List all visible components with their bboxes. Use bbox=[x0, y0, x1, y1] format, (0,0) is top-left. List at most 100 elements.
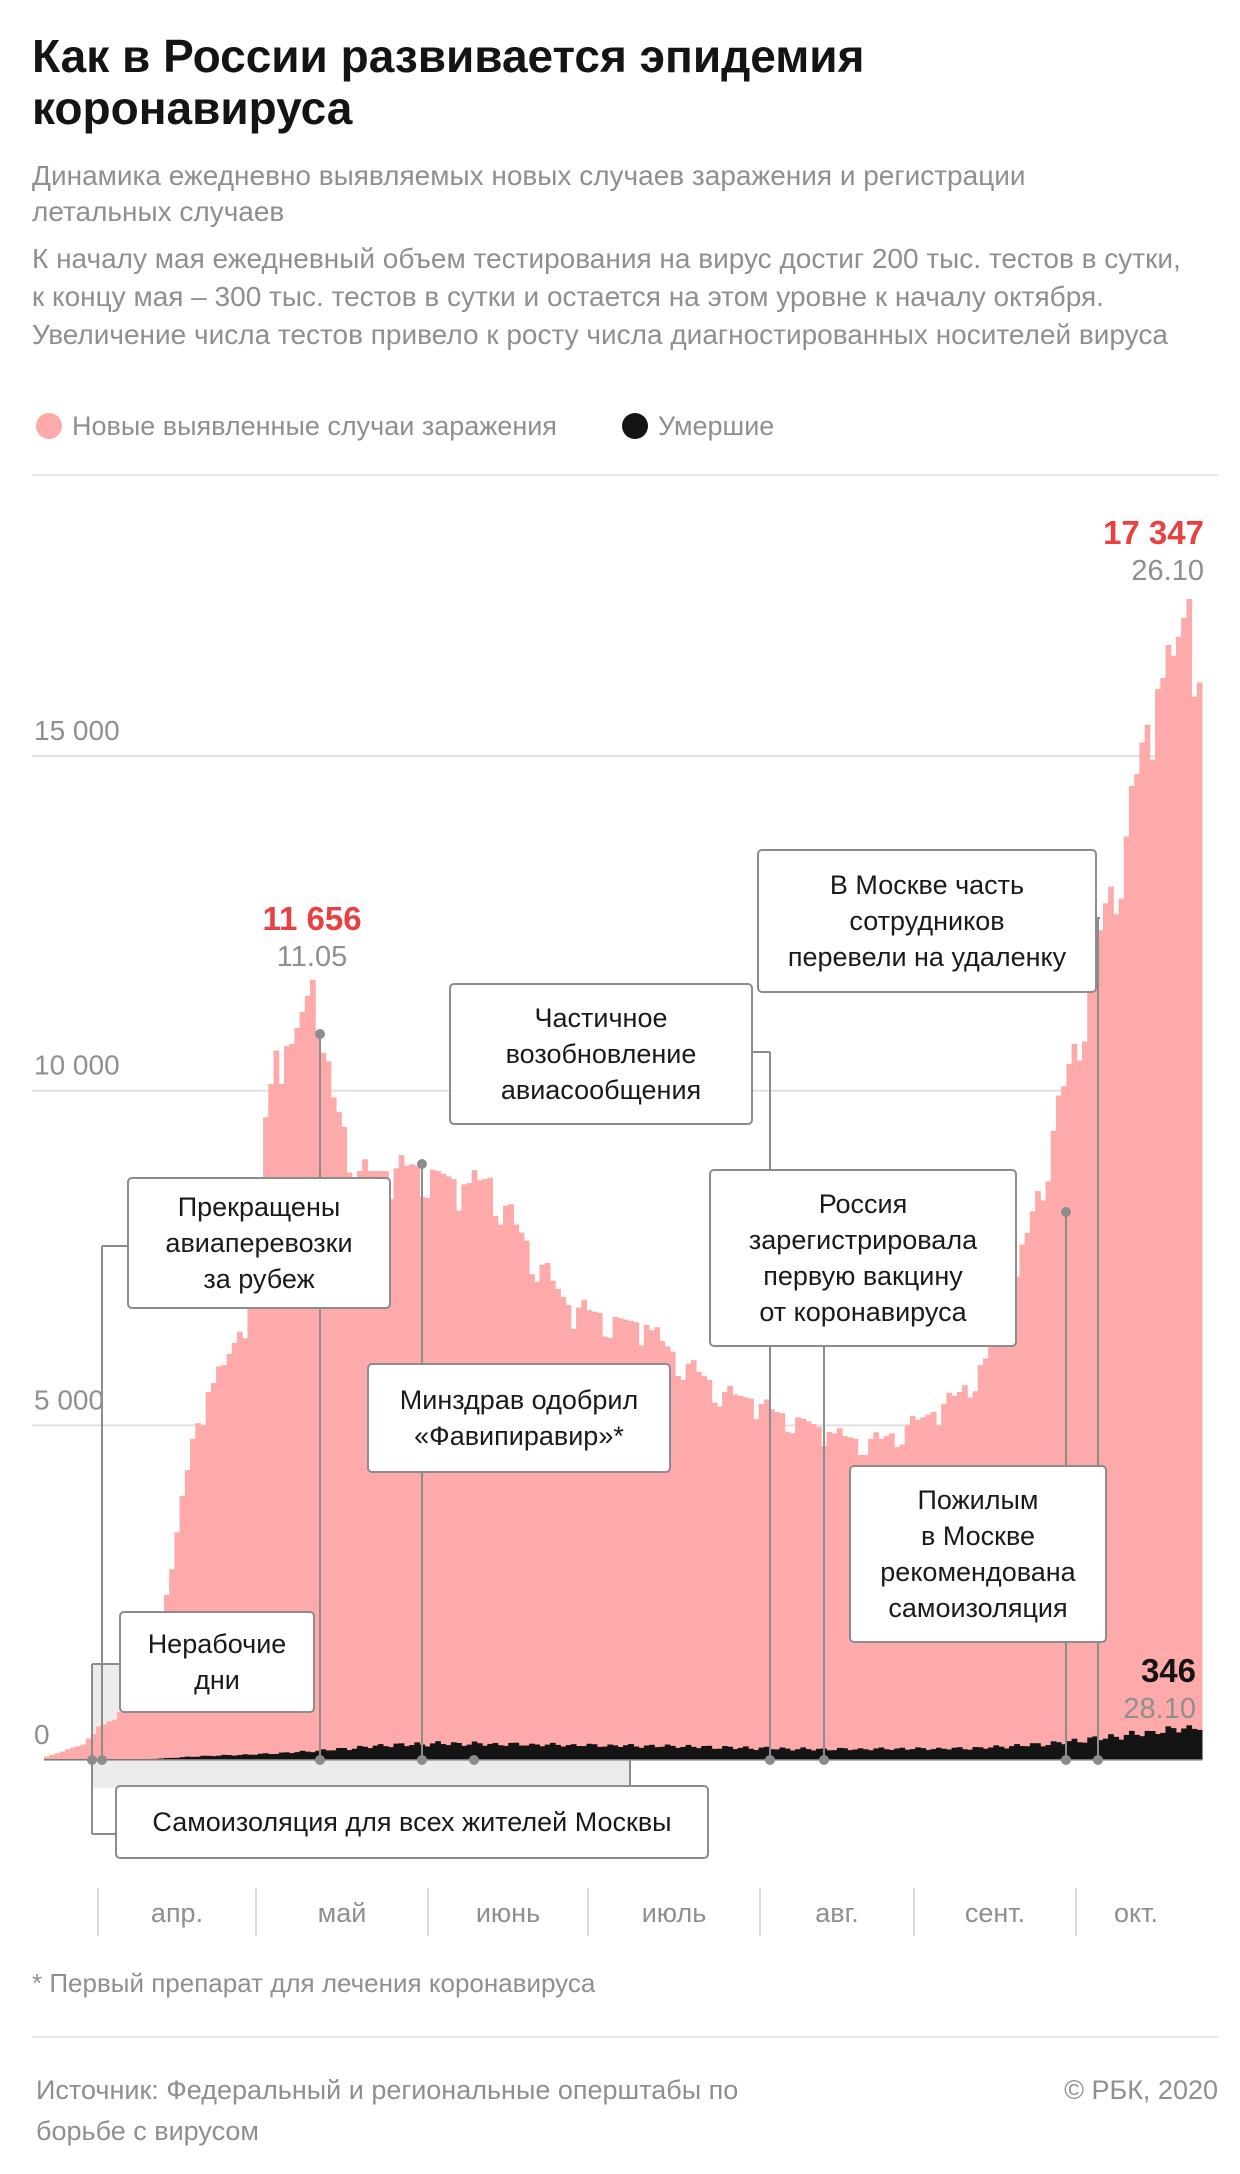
y-tick-label: 15 000 bbox=[34, 715, 120, 746]
deaths-bar bbox=[570, 1744, 577, 1760]
deaths-bar bbox=[581, 1746, 587, 1760]
deaths-bar bbox=[356, 1745, 363, 1760]
deaths-bar bbox=[377, 1744, 384, 1760]
deaths-bar bbox=[440, 1744, 447, 1760]
annotation-text: дни bbox=[194, 1665, 240, 1695]
annotation-text: Россия bbox=[819, 1189, 908, 1219]
cases-bar bbox=[1097, 930, 1104, 1760]
deaths-bar bbox=[862, 1749, 869, 1760]
deaths-bar bbox=[789, 1750, 796, 1760]
deaths-bar bbox=[878, 1747, 885, 1760]
deaths-bar bbox=[372, 1745, 379, 1760]
deaths-bar bbox=[753, 1749, 760, 1760]
deaths-bar bbox=[544, 1744, 551, 1760]
annotation-text: Пожилым bbox=[918, 1485, 1039, 1515]
cases-bar bbox=[1165, 644, 1172, 1761]
deaths-bar bbox=[330, 1750, 337, 1760]
deaths-bar bbox=[430, 1743, 436, 1760]
cases-bar bbox=[289, 1043, 295, 1760]
deaths-bar bbox=[857, 1748, 864, 1760]
deaths-bar bbox=[591, 1744, 598, 1760]
cases-bar bbox=[680, 1379, 687, 1760]
cases-bar bbox=[523, 1240, 530, 1760]
deaths-bar bbox=[946, 1749, 953, 1760]
deaths-bar bbox=[836, 1747, 843, 1760]
deaths-bar bbox=[1175, 1732, 1182, 1760]
deaths-bar bbox=[956, 1747, 963, 1760]
cases-bar bbox=[1061, 1086, 1067, 1760]
cases-bar bbox=[122, 1704, 128, 1760]
deaths-bar bbox=[237, 1755, 243, 1760]
cases-bar bbox=[633, 1322, 640, 1760]
deaths-bar bbox=[941, 1748, 947, 1760]
cases-bar bbox=[226, 1353, 233, 1760]
cases-bar bbox=[132, 1689, 139, 1760]
deaths-bar bbox=[320, 1749, 327, 1760]
cases-bar bbox=[842, 1436, 848, 1760]
deaths-bar bbox=[273, 1753, 280, 1760]
deaths-bar bbox=[184, 1756, 191, 1760]
cases-bar bbox=[789, 1433, 796, 1760]
cases-bar bbox=[278, 1083, 285, 1760]
cases-bar bbox=[508, 1204, 514, 1760]
deaths-bar bbox=[304, 1751, 311, 1760]
self-isolation-band bbox=[92, 1760, 630, 1788]
cases-bar bbox=[529, 1274, 535, 1760]
top-divider bbox=[32, 474, 1218, 476]
deaths-bar bbox=[883, 1749, 890, 1760]
deaths-bar bbox=[1155, 1733, 1161, 1760]
annotation-text: в Москве bbox=[921, 1521, 1035, 1551]
deaths-bar bbox=[1040, 1746, 1047, 1760]
cases-bar bbox=[596, 1312, 603, 1760]
cases-bar bbox=[1175, 636, 1182, 1760]
deaths-bar bbox=[424, 1746, 431, 1760]
cases-bar bbox=[351, 1186, 358, 1760]
annotation-text: В Москве часть bbox=[830, 870, 1024, 900]
deaths-bar bbox=[904, 1749, 911, 1760]
leader-dot bbox=[765, 1755, 775, 1765]
cases-bar bbox=[816, 1426, 822, 1760]
cases-bar bbox=[810, 1424, 817, 1760]
cases-bar bbox=[117, 1712, 123, 1760]
deaths-bar bbox=[628, 1744, 634, 1760]
cases-bar bbox=[1160, 677, 1166, 1761]
deaths-bar bbox=[435, 1741, 441, 1760]
deaths-bar bbox=[1134, 1734, 1140, 1760]
deaths-bar bbox=[649, 1744, 655, 1760]
cases-bar bbox=[638, 1345, 645, 1760]
deaths-bar bbox=[623, 1745, 629, 1760]
deaths-bar bbox=[920, 1748, 927, 1760]
deaths-bar bbox=[1149, 1731, 1156, 1760]
deaths-bar bbox=[779, 1747, 786, 1760]
legend-item-cases: Новые выявленные случаи заражения bbox=[36, 408, 557, 444]
cases-bar bbox=[565, 1304, 572, 1760]
deaths-bar bbox=[1128, 1730, 1135, 1760]
deaths-bar bbox=[1003, 1748, 1010, 1760]
annotation-box bbox=[449, 983, 753, 1125]
cases-bar bbox=[80, 1744, 87, 1760]
deaths-bar bbox=[993, 1745, 1000, 1760]
x-tick-label: май bbox=[318, 1898, 367, 1928]
x-tick-label: июль bbox=[642, 1898, 707, 1928]
deaths-bar bbox=[450, 1742, 457, 1760]
cases-bar bbox=[659, 1341, 666, 1760]
deaths-bar bbox=[190, 1756, 196, 1760]
cases-bar bbox=[242, 1338, 248, 1760]
chart-description: К началу мая ежедневный объем тестирован… bbox=[32, 243, 1181, 350]
deaths-bar bbox=[325, 1750, 332, 1760]
cases-bar bbox=[1196, 682, 1203, 1760]
chart-area: 0 5 000 10 000 15 000 Нерабочие дни Самоизоляц… bbox=[32, 514, 1204, 1936]
deaths-bar bbox=[596, 1746, 603, 1760]
deaths-bar bbox=[523, 1745, 530, 1760]
cases-bar bbox=[1181, 617, 1187, 1760]
cases-bar bbox=[106, 1721, 113, 1760]
deaths-bar bbox=[763, 1746, 770, 1760]
deaths-bar bbox=[492, 1742, 499, 1760]
deaths-bar bbox=[607, 1744, 614, 1760]
cases-bar bbox=[456, 1210, 462, 1760]
cases-bar bbox=[560, 1296, 567, 1760]
annotation-text: Прекращены bbox=[178, 1192, 341, 1222]
deaths-bar bbox=[1097, 1740, 1104, 1760]
deaths-bar bbox=[930, 1749, 937, 1760]
deaths-bar bbox=[915, 1747, 921, 1760]
